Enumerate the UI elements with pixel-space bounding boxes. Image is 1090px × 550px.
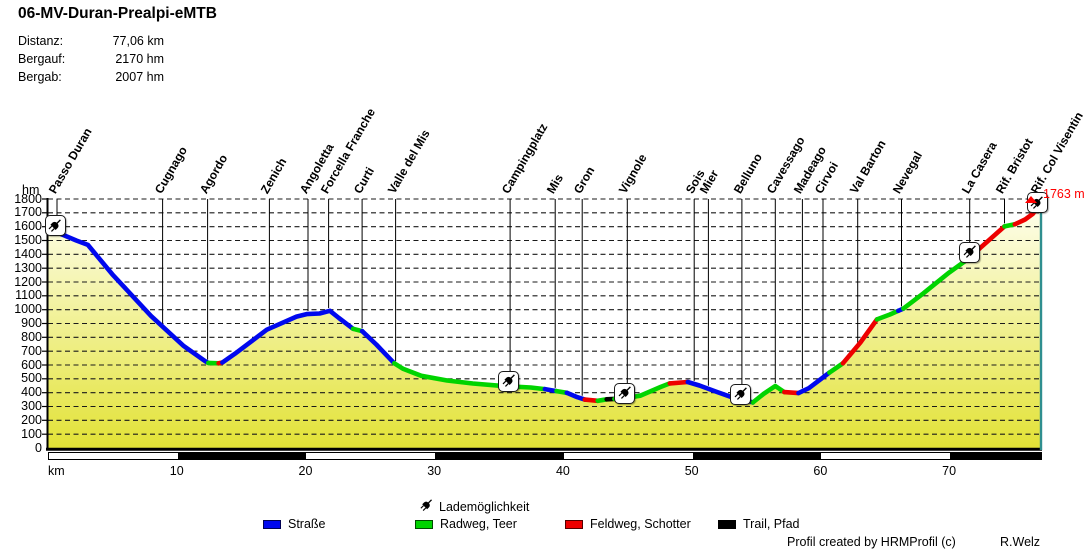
profile-segment-road <box>685 379 736 400</box>
stat-label: Bergauf: <box>18 52 66 66</box>
charging-station-icon <box>614 382 636 404</box>
y-tick-label: 900 <box>21 316 42 330</box>
x-tick-label: 30 <box>427 464 442 478</box>
legend-swatch-gravel <box>565 519 583 529</box>
stat-value: 2170 hm <box>115 52 164 66</box>
distance-bar-segment <box>692 452 822 459</box>
legend-label: Radweg, Teer <box>440 517 517 531</box>
y-tick-label: 800 <box>21 329 42 344</box>
profile-segment-gravel <box>781 389 801 396</box>
charging-station-icon <box>959 241 981 263</box>
profile-segment-gravel <box>667 379 691 386</box>
profile-segment-road <box>359 328 397 366</box>
x-axis-unit-label: km <box>48 464 65 478</box>
y-tick-label: 200 <box>21 412 42 427</box>
stat-row: Distanz: 77,06 km <box>18 33 164 50</box>
y-tick-label: 1400 <box>14 246 42 261</box>
x-tick-label: 10 <box>169 464 184 478</box>
charging-station-icon <box>498 370 520 392</box>
x-tick-label: 70 <box>942 464 957 478</box>
y-tick-label: 1800 <box>14 191 42 206</box>
profile-segment-gravel <box>840 317 880 366</box>
distance-bar-segment <box>435 452 564 459</box>
legend-item-gravel: Feldweg, Schotter <box>565 517 691 531</box>
elevation-area-fill <box>48 204 1040 448</box>
y-axis-unit-label: hm <box>22 183 40 197</box>
plug-icon <box>963 245 976 259</box>
plug-icon <box>48 219 61 232</box>
page-title: 06-MV-Duran-Prealpi-eMTB <box>18 5 217 22</box>
y-tick-label: 1000 <box>14 302 42 317</box>
legend-charger: Lademöglichkeit <box>419 498 529 516</box>
profile-segment-bike <box>874 308 901 322</box>
distance-bar-segment <box>950 452 1041 459</box>
plug-icon <box>419 498 434 516</box>
y-tick-label: 400 <box>21 385 42 400</box>
plug-icon <box>734 387 747 400</box>
legend-label: Feldweg, Schotter <box>590 517 691 531</box>
profile-segment-road <box>220 308 356 365</box>
profile-segment-bike <box>827 360 846 375</box>
x-tick-label: 20 <box>298 464 313 478</box>
distance-bar-segment <box>821 452 951 459</box>
y-tick-label: 700 <box>21 343 42 358</box>
y-tick-label: 600 <box>21 357 42 372</box>
peak-elevation-label: 1763 m <box>1043 187 1085 201</box>
y-tick-label: 1200 <box>14 274 42 289</box>
x-tick-label: 60 <box>813 464 828 478</box>
legend-item-bike: Radweg, Teer <box>415 517 517 531</box>
stat-value: 2007 hm <box>115 70 164 84</box>
legend-label: Trail, Pfad <box>743 517 800 531</box>
stat-row: Bergab: 2007 hm <box>18 69 164 86</box>
y-tick-label: 1300 <box>14 260 42 275</box>
y-tick-label: 100 <box>21 426 42 441</box>
distance-bar-segment <box>306 452 436 459</box>
x-tick-label: 40 <box>555 464 570 478</box>
distance-bar-segment <box>49 452 178 459</box>
peak-marker-icon <box>1025 196 1037 203</box>
distance-bar-segment <box>177 452 307 459</box>
distance-scale-bar <box>48 451 1042 460</box>
y-tick-label: 1700 <box>14 205 42 220</box>
x-tick-label: 50 <box>684 464 699 478</box>
legend-swatch-bike <box>415 519 433 529</box>
profile-segment-road <box>796 370 832 396</box>
profile-segment-road <box>564 390 588 402</box>
y-tick-label: 1100 <box>15 288 42 303</box>
legend-swatch-road <box>263 519 281 529</box>
stat-value: 77,06 km <box>112 34 164 48</box>
legend-item-trail: Trail, Pfad <box>718 517 800 531</box>
legend-item-road: Straße <box>263 517 326 531</box>
legend-swatch-trail <box>718 519 736 529</box>
charging-station-icon <box>730 383 752 405</box>
profile-segment-bike <box>750 383 787 405</box>
legend-charger-label: Lademöglichkeit <box>439 500 530 514</box>
profile-segment-bike <box>391 360 548 392</box>
y-tick-label: 1500 <box>14 233 42 247</box>
y-tick-label: 0 <box>35 440 42 455</box>
plug-icon <box>502 374 515 388</box>
stat-row: Bergauf: 2170 hm <box>18 51 164 68</box>
y-tick-label: 300 <box>21 399 42 413</box>
y-tick-label: 1600 <box>14 219 42 234</box>
author-text: R.Welz <box>1000 535 1041 549</box>
y-tick-label: 500 <box>21 371 42 386</box>
plug-icon <box>420 499 433 511</box>
profile-segment-road <box>45 224 211 366</box>
charging-station-icon <box>44 215 66 237</box>
plug-icon <box>618 386 631 400</box>
credit-text: Profil created by HRMProfil (c) <box>787 535 956 549</box>
legend-label: Straße <box>288 517 326 531</box>
distance-bar-segment <box>563 452 693 459</box>
stat-label: Distanz: <box>18 34 64 48</box>
stat-label: Bergab: <box>18 70 62 84</box>
